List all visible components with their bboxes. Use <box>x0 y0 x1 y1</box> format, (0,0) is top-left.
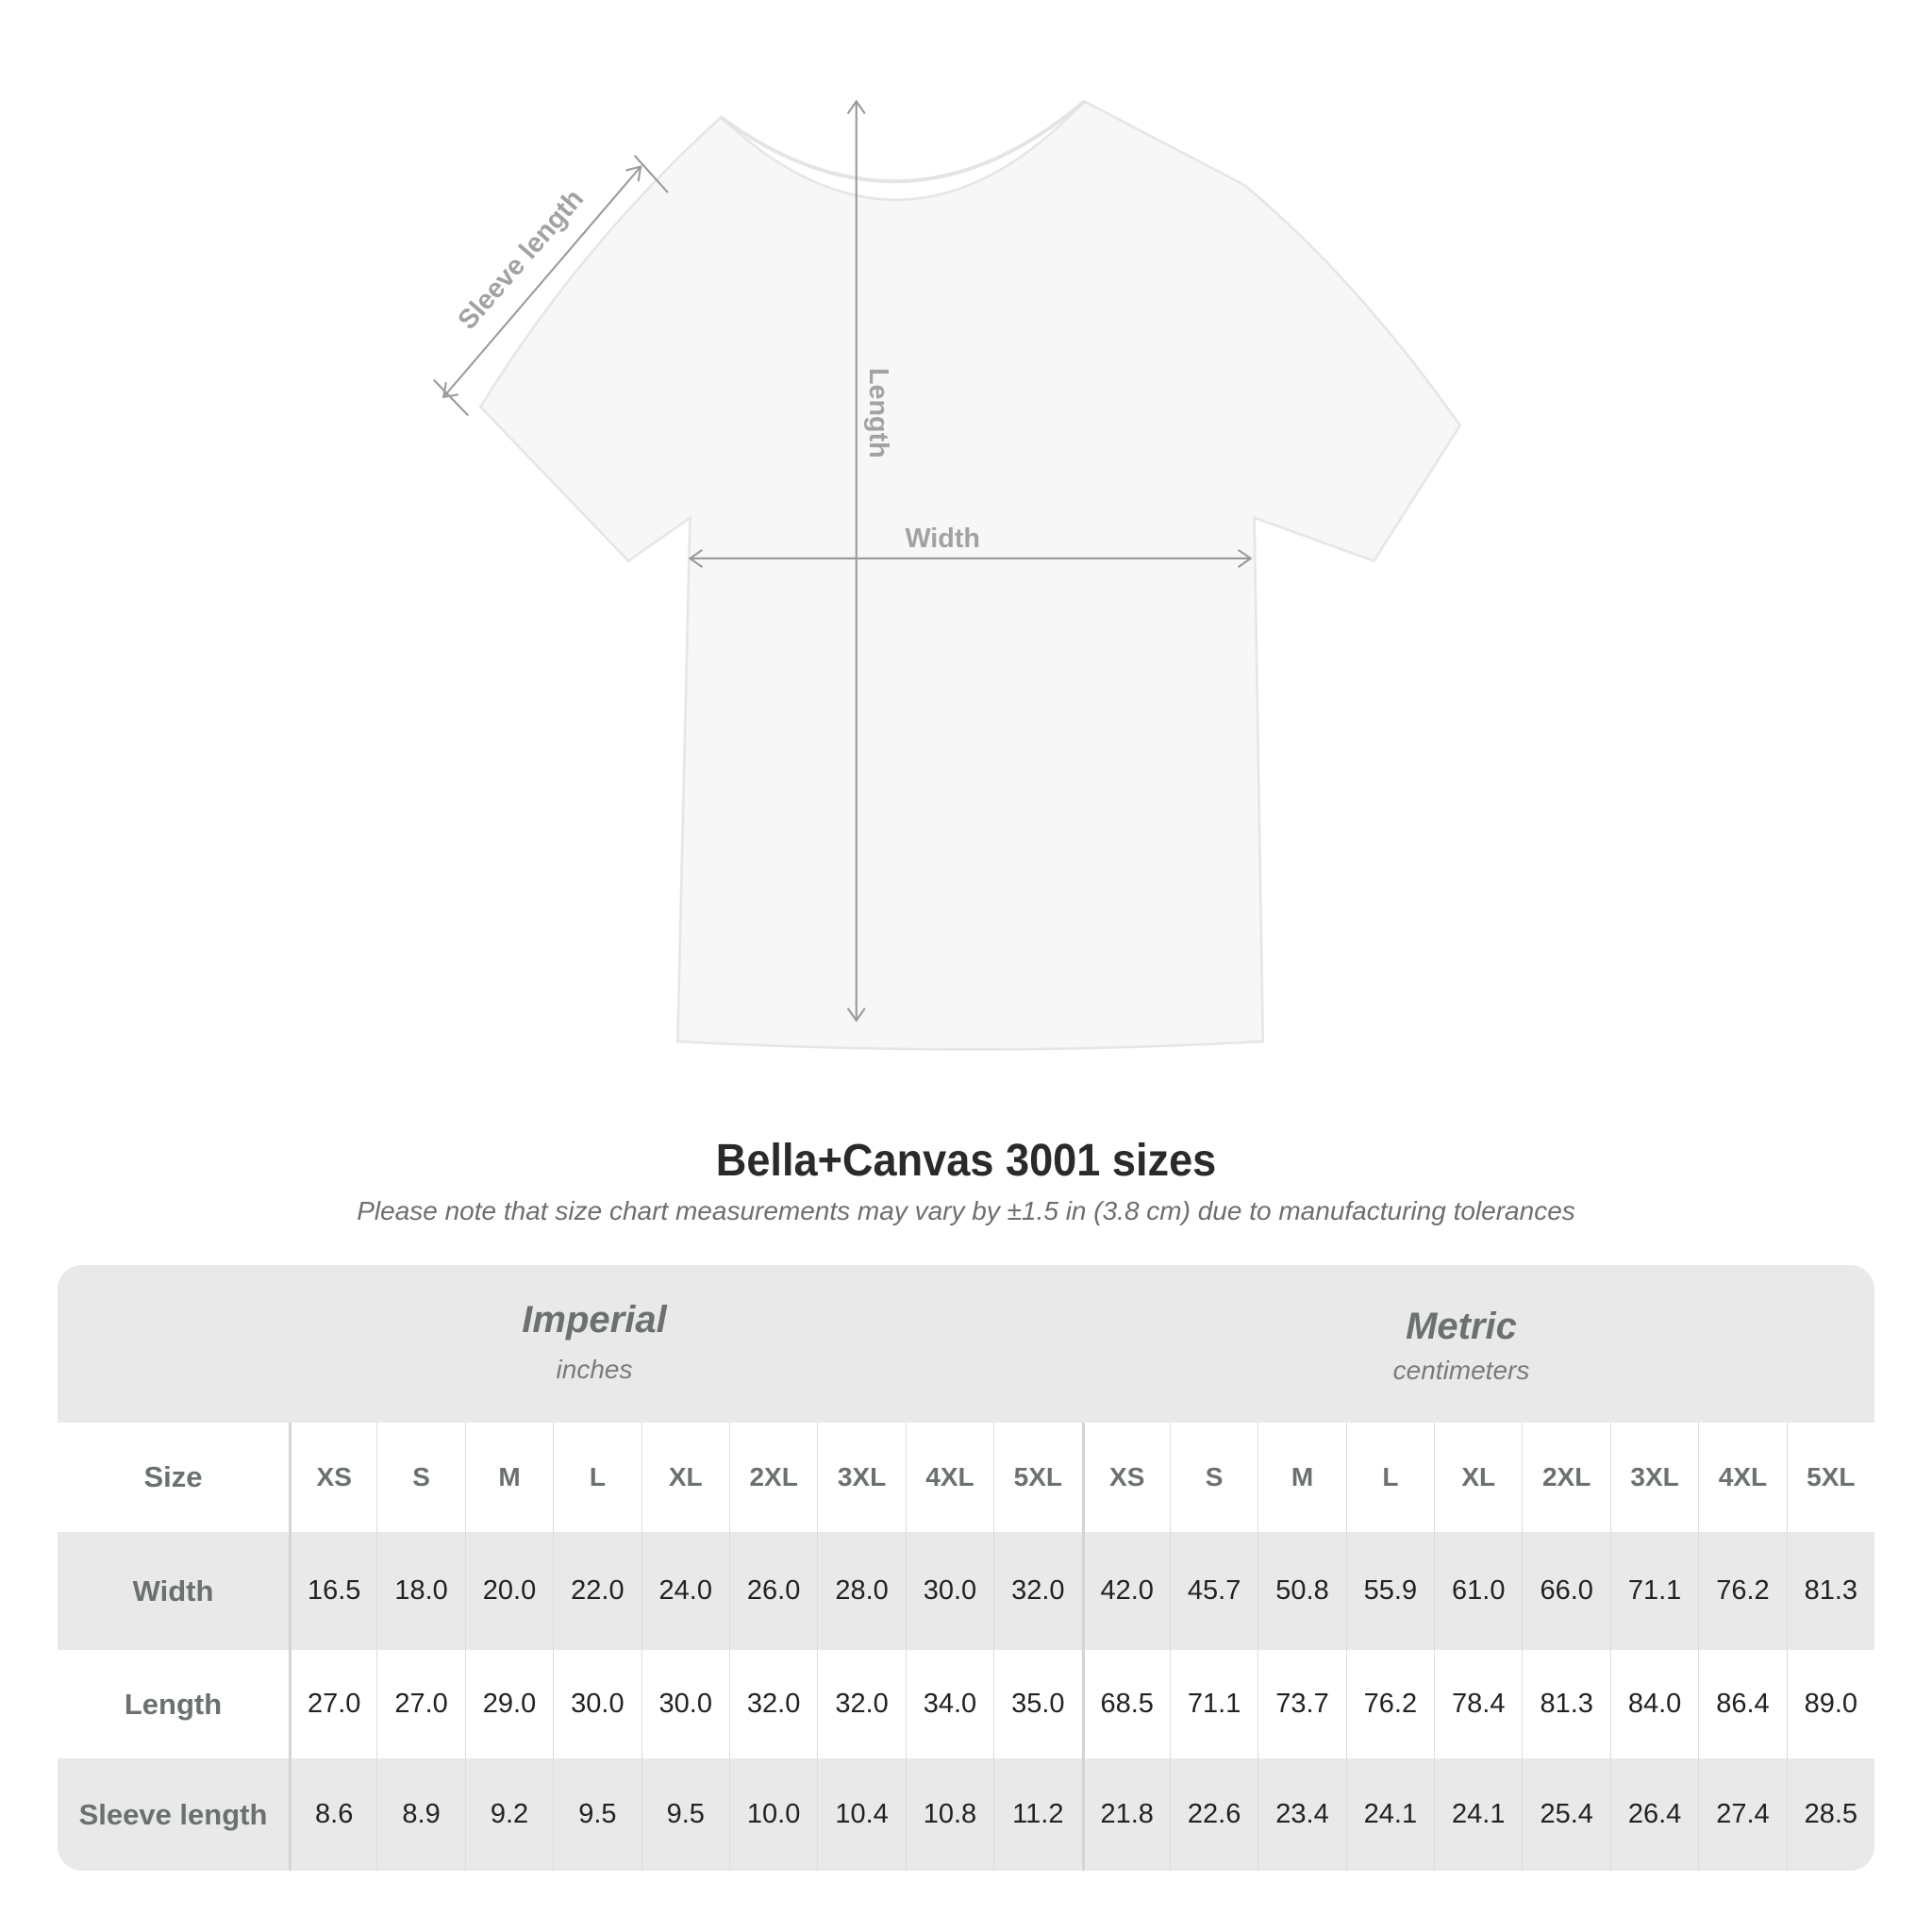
measurement-cell: 24.1 <box>1345 1758 1434 1871</box>
measurement-cell: 34.0 <box>905 1650 993 1758</box>
tolerance-note: Please note that size chart measurements… <box>357 1196 1575 1225</box>
measurement-cell: 9.2 <box>464 1758 553 1871</box>
measurement-cell: 8.9 <box>376 1758 464 1871</box>
measurement-cell: 10.0 <box>728 1758 817 1871</box>
size-header: 5XL <box>993 1423 1081 1532</box>
size-header: S <box>376 1423 464 1532</box>
table-row: Width 16.5 18.0 20.0 22.0 24.0 26.0 28.0 30.0 32.… <box>58 1532 1874 1650</box>
table-row: Length 27.0 27.0 29.0 30.0 30.0 32.0 32.0 34.0 35… <box>58 1650 1874 1758</box>
measurement-cell: 35.0 <box>993 1650 1081 1758</box>
measurement-cell: 10.8 <box>905 1758 993 1871</box>
measurement-cell: 71.1 <box>1169 1650 1257 1758</box>
measurement-cell: 42.0 <box>1081 1532 1170 1650</box>
width-label: Width <box>905 524 979 554</box>
size-header: XS <box>289 1423 376 1532</box>
measurement-cell: 71.1 <box>1609 1532 1698 1650</box>
metric-unit: centimeters <box>1392 1356 1530 1385</box>
tshirt-shape <box>478 99 1462 1051</box>
measurement-cell: 30.0 <box>641 1650 729 1758</box>
measurement-cell: 20.0 <box>464 1532 553 1650</box>
size-header: L <box>1345 1423 1434 1532</box>
row-label: Sleeve length <box>78 1797 268 1831</box>
size-header: 4XL <box>905 1423 993 1532</box>
measurement-cell: 8.6 <box>289 1758 376 1871</box>
measurement-cell: 26.0 <box>728 1532 817 1650</box>
size-header: XL <box>1434 1423 1522 1532</box>
size-header: M <box>464 1423 553 1532</box>
measurement-cell: 16.5 <box>289 1532 376 1650</box>
measurement-cell: 30.0 <box>905 1532 993 1650</box>
length-label: Length <box>863 368 893 458</box>
measurement-cell: 9.5 <box>553 1758 641 1871</box>
measurement-cell: 32.0 <box>817 1650 905 1758</box>
tshirt-diagram: Sleeve length Length Width <box>433 99 1462 1051</box>
measurement-cell: 81.3 <box>1522 1650 1609 1758</box>
measurement-cell: 32.0 <box>728 1650 817 1758</box>
sleeve-arrow <box>442 165 641 398</box>
measurement-cell: 21.8 <box>1081 1758 1170 1871</box>
measurement-cell: 89.0 <box>1786 1650 1874 1758</box>
size-header: 2XL <box>1522 1423 1609 1532</box>
measurement-cell: 10.4 <box>817 1758 905 1871</box>
measurement-cell: 26.4 <box>1609 1758 1698 1871</box>
unit-header-band <box>58 1265 1874 1423</box>
measurement-cell: 27.0 <box>289 1650 376 1758</box>
measurement-cell: 76.2 <box>1345 1650 1434 1758</box>
measurement-cell: 73.7 <box>1257 1650 1345 1758</box>
size-header: S <box>1169 1423 1257 1532</box>
measurement-cell: 78.4 <box>1434 1650 1522 1758</box>
page-title: Bella+Canvas 3001 sizes <box>715 1136 1217 1186</box>
measurement-cell: 24.0 <box>641 1532 729 1650</box>
tshirt-collar <box>719 99 1086 184</box>
size-header: 3XL <box>1609 1423 1698 1532</box>
metric-title: Metric <box>1406 1306 1517 1347</box>
table-row: Sleeve length 8.6 8.9 9.2 9.5 9.5 10.0 10.4 10.8… <box>58 1758 1874 1871</box>
imperial-unit: inches <box>556 1355 633 1384</box>
measure-arrows <box>433 99 1253 1023</box>
measurement-cell: 24.1 <box>1434 1758 1522 1871</box>
measurement-cell: 55.9 <box>1345 1532 1434 1650</box>
metric-header: Metric centimeters <box>1178 1306 1744 1386</box>
measurement-cell: 68.5 <box>1081 1650 1170 1758</box>
imperial-header: Imperial inches <box>311 1299 877 1385</box>
measurement-cell: 22.6 <box>1169 1758 1257 1871</box>
row-label: Size <box>143 1460 203 1493</box>
size-header: 4XL <box>1698 1423 1786 1532</box>
measurement-cell: 27.0 <box>376 1650 464 1758</box>
size-header: 2XL <box>728 1423 817 1532</box>
measurement-cell: 86.4 <box>1698 1650 1786 1758</box>
measurement-cell: 61.0 <box>1434 1532 1522 1650</box>
measurement-cell: 29.0 <box>464 1650 553 1758</box>
measurement-cell: 50.8 <box>1257 1532 1345 1650</box>
measurement-cell: 66.0 <box>1522 1532 1609 1650</box>
measurement-cell: 23.4 <box>1257 1758 1345 1871</box>
row-label: Width <box>132 1574 214 1607</box>
measurement-cell: 76.2 <box>1698 1532 1786 1650</box>
measurement-cell: 22.0 <box>553 1532 641 1650</box>
size-header: M <box>1257 1423 1345 1532</box>
measurement-cell: 28.5 <box>1786 1758 1874 1871</box>
size-header-row: Size XS S M L XL 2XL 3XL 4XL 5XL XS S M L XL 2XL 3XL 4XL 5… <box>58 1423 1874 1532</box>
measurement-cell: 32.0 <box>993 1532 1081 1650</box>
size-header: XL <box>641 1423 729 1532</box>
measurement-cell: 30.0 <box>553 1650 641 1758</box>
size-header: 3XL <box>817 1423 905 1532</box>
measurement-cell: 18.0 <box>376 1532 464 1650</box>
measurement-cell: 11.2 <box>993 1758 1081 1871</box>
measurement-cell: 25.4 <box>1522 1758 1609 1871</box>
measurement-cell: 27.4 <box>1698 1758 1786 1871</box>
row-label: Length <box>124 1687 223 1721</box>
measurement-cell: 84.0 <box>1609 1650 1698 1758</box>
imperial-title: Imperial <box>522 1299 667 1341</box>
size-header: 5XL <box>1786 1423 1874 1532</box>
measurement-cell: 45.7 <box>1169 1532 1257 1650</box>
size-table: Imperial inches Metric centimeters Size X… <box>58 1265 1874 1871</box>
size-header: XS <box>1081 1423 1170 1532</box>
measurement-cell: 81.3 <box>1786 1532 1874 1650</box>
size-header: L <box>553 1423 641 1532</box>
measurement-cell: 28.0 <box>817 1532 905 1650</box>
measurement-cell: 9.5 <box>641 1758 729 1871</box>
